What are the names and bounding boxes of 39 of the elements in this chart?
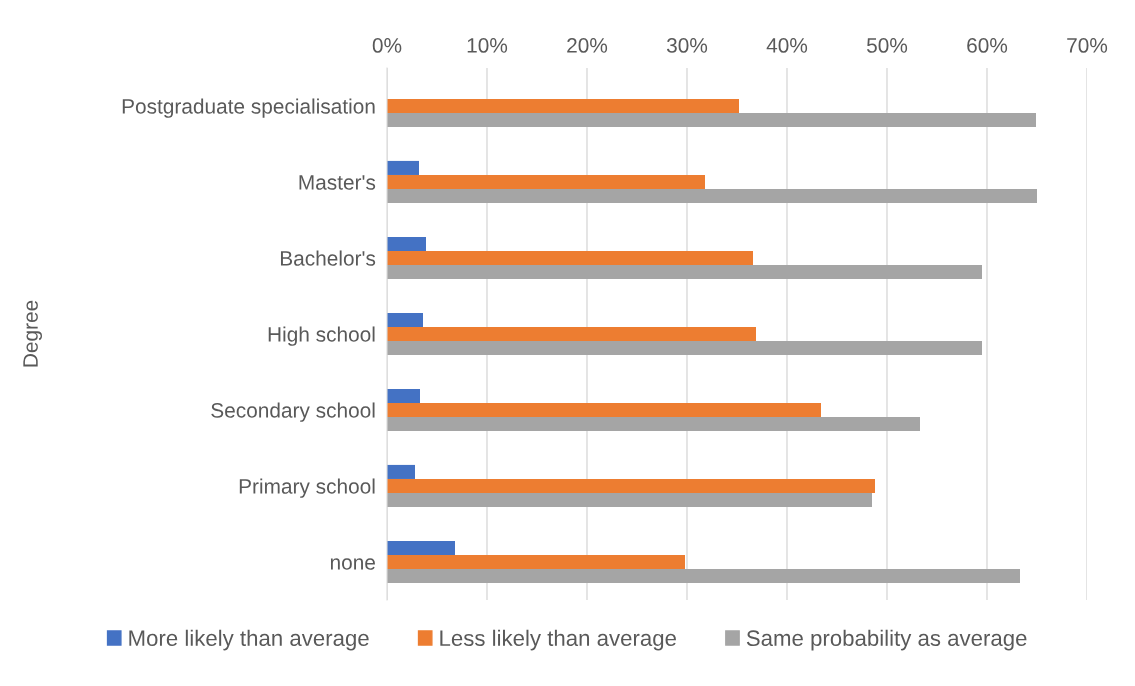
bar <box>387 160 419 175</box>
bar <box>387 417 920 432</box>
bar <box>387 189 1037 204</box>
bar <box>387 341 982 356</box>
bar <box>387 464 415 479</box>
bar <box>387 236 426 251</box>
y-tick-label: Bachelor's <box>280 250 376 266</box>
y-tick-label: none <box>330 558 375 570</box>
bar <box>387 113 1036 128</box>
y-tick-label: Secondary school <box>211 402 375 422</box>
y-tick-label: Master's <box>299 175 376 190</box>
bar <box>387 478 875 494</box>
bar <box>387 250 753 266</box>
bar <box>387 540 455 555</box>
bar <box>387 388 420 403</box>
x-tick-label: 20% <box>567 38 608 53</box>
x-tick-label: 40% <box>766 38 808 53</box>
bar <box>387 554 685 570</box>
x-tick-label: 70% <box>1067 38 1108 53</box>
bar <box>387 98 739 114</box>
legend-label: Same probability as average <box>746 629 1027 651</box>
bar <box>387 569 1020 584</box>
x-tick-label: 50% <box>866 38 908 53</box>
bar <box>387 326 756 342</box>
y-axis-title: Degree <box>23 300 42 367</box>
y-tick-label: High school <box>268 326 375 346</box>
x-tick-label: 60% <box>967 38 1008 53</box>
y-tick-label: Postgraduate specialisation <box>122 98 375 118</box>
legend-label: Less likely than average <box>440 629 676 651</box>
bar <box>387 402 821 418</box>
bar <box>387 265 982 280</box>
legend-label: More likely than average <box>129 629 369 651</box>
x-tick-label: 10% <box>467 38 508 53</box>
y-tick-label: Primary school <box>239 478 375 498</box>
x-tick-label: 0% <box>372 38 402 53</box>
bar <box>387 493 872 508</box>
bar <box>387 174 705 190</box>
x-tick-label: 30% <box>666 38 708 53</box>
bar <box>387 312 423 327</box>
